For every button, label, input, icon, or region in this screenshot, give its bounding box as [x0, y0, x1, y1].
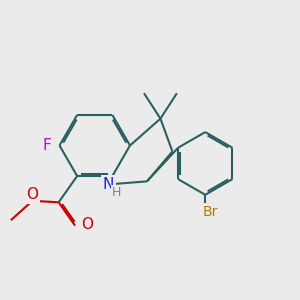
Text: O: O: [26, 187, 38, 202]
Text: N: N: [103, 177, 114, 192]
Text: O: O: [82, 217, 94, 232]
Text: H: H: [112, 186, 121, 199]
Text: F: F: [43, 138, 51, 153]
Text: Br: Br: [203, 205, 218, 219]
